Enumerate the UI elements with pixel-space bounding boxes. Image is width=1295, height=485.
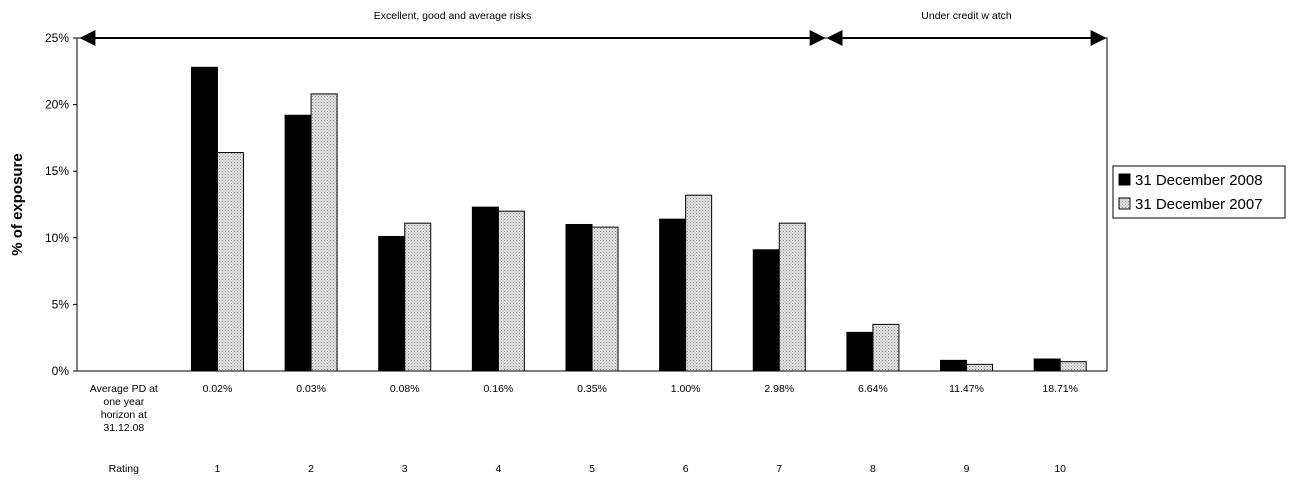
bar-2008 bbox=[190, 66, 218, 372]
bar-2008 bbox=[471, 206, 499, 372]
pd-value-label: 0.16% bbox=[483, 383, 513, 395]
bar-2008 bbox=[846, 331, 874, 372]
pd-value-label: 0.08% bbox=[390, 383, 420, 395]
rating-category-label: 9 bbox=[964, 463, 970, 475]
bar-2007 bbox=[216, 152, 244, 372]
bar-2007 bbox=[310, 93, 338, 372]
y-tick-label: 20% bbox=[45, 98, 69, 112]
pd-value-label: 6.64% bbox=[858, 383, 888, 395]
bar-2008 bbox=[752, 249, 780, 372]
pd-value-label: 11.47% bbox=[949, 383, 984, 395]
rating-category-label: 8 bbox=[870, 463, 876, 475]
bar-2007 bbox=[404, 222, 432, 372]
bar-2007 bbox=[685, 194, 713, 372]
legend-entry-label: 31 December 2007 bbox=[1135, 196, 1263, 213]
pd-value-label: 2.98% bbox=[764, 383, 794, 395]
bar-2008 bbox=[659, 218, 687, 372]
rating-category-label: 2 bbox=[308, 463, 314, 475]
pd-value-label: 0.35% bbox=[577, 383, 607, 395]
y-tick-label: 0% bbox=[52, 364, 70, 378]
bar-2008 bbox=[1033, 358, 1061, 372]
rating-category-label: 1 bbox=[215, 463, 221, 475]
rating-category-label: 10 bbox=[1054, 463, 1066, 475]
bar-2007 bbox=[872, 323, 900, 372]
rating-row-label: Rating bbox=[109, 463, 140, 475]
rating-category-label: 4 bbox=[495, 463, 501, 475]
y-tick-label: 5% bbox=[52, 297, 70, 311]
y-tick-label: 25% bbox=[45, 31, 69, 45]
range-annotation-label: Excellent, good and average risks bbox=[374, 10, 532, 22]
rating-category-label: 7 bbox=[776, 463, 782, 475]
rating-category-label: 5 bbox=[589, 463, 595, 475]
legend-swatch bbox=[1118, 173, 1131, 186]
bar-2007 bbox=[591, 226, 619, 372]
pd-value-label: 0.03% bbox=[296, 383, 326, 395]
y-axis-label: % of exposure bbox=[9, 153, 26, 256]
y-tick-label: 10% bbox=[45, 231, 69, 245]
legend-swatch bbox=[1118, 197, 1131, 210]
bar-2008 bbox=[940, 359, 968, 372]
pd-value-label: 0.02% bbox=[203, 383, 233, 395]
range-annotation-label: Under credit w atch bbox=[921, 10, 1012, 22]
bar-2008 bbox=[378, 235, 406, 372]
rating-category-label: 3 bbox=[402, 463, 408, 475]
bar-2007 bbox=[1059, 361, 1087, 372]
legend-entry-label: 31 December 2008 bbox=[1135, 172, 1263, 189]
legend-box bbox=[1112, 165, 1286, 219]
pd-value-label: 1.00% bbox=[671, 383, 701, 395]
pd-row-label: Average PD at one year horizon at 31.12.08 bbox=[90, 383, 158, 434]
bar-2008 bbox=[565, 223, 593, 372]
bar-2008 bbox=[284, 114, 312, 372]
y-tick-label: 15% bbox=[45, 164, 69, 178]
pd-value-label: 18.71% bbox=[1042, 383, 1078, 395]
bar-2007 bbox=[966, 363, 994, 372]
bar-2007 bbox=[497, 210, 525, 372]
bar-2007 bbox=[778, 222, 806, 372]
rating-category-label: 6 bbox=[683, 463, 689, 475]
